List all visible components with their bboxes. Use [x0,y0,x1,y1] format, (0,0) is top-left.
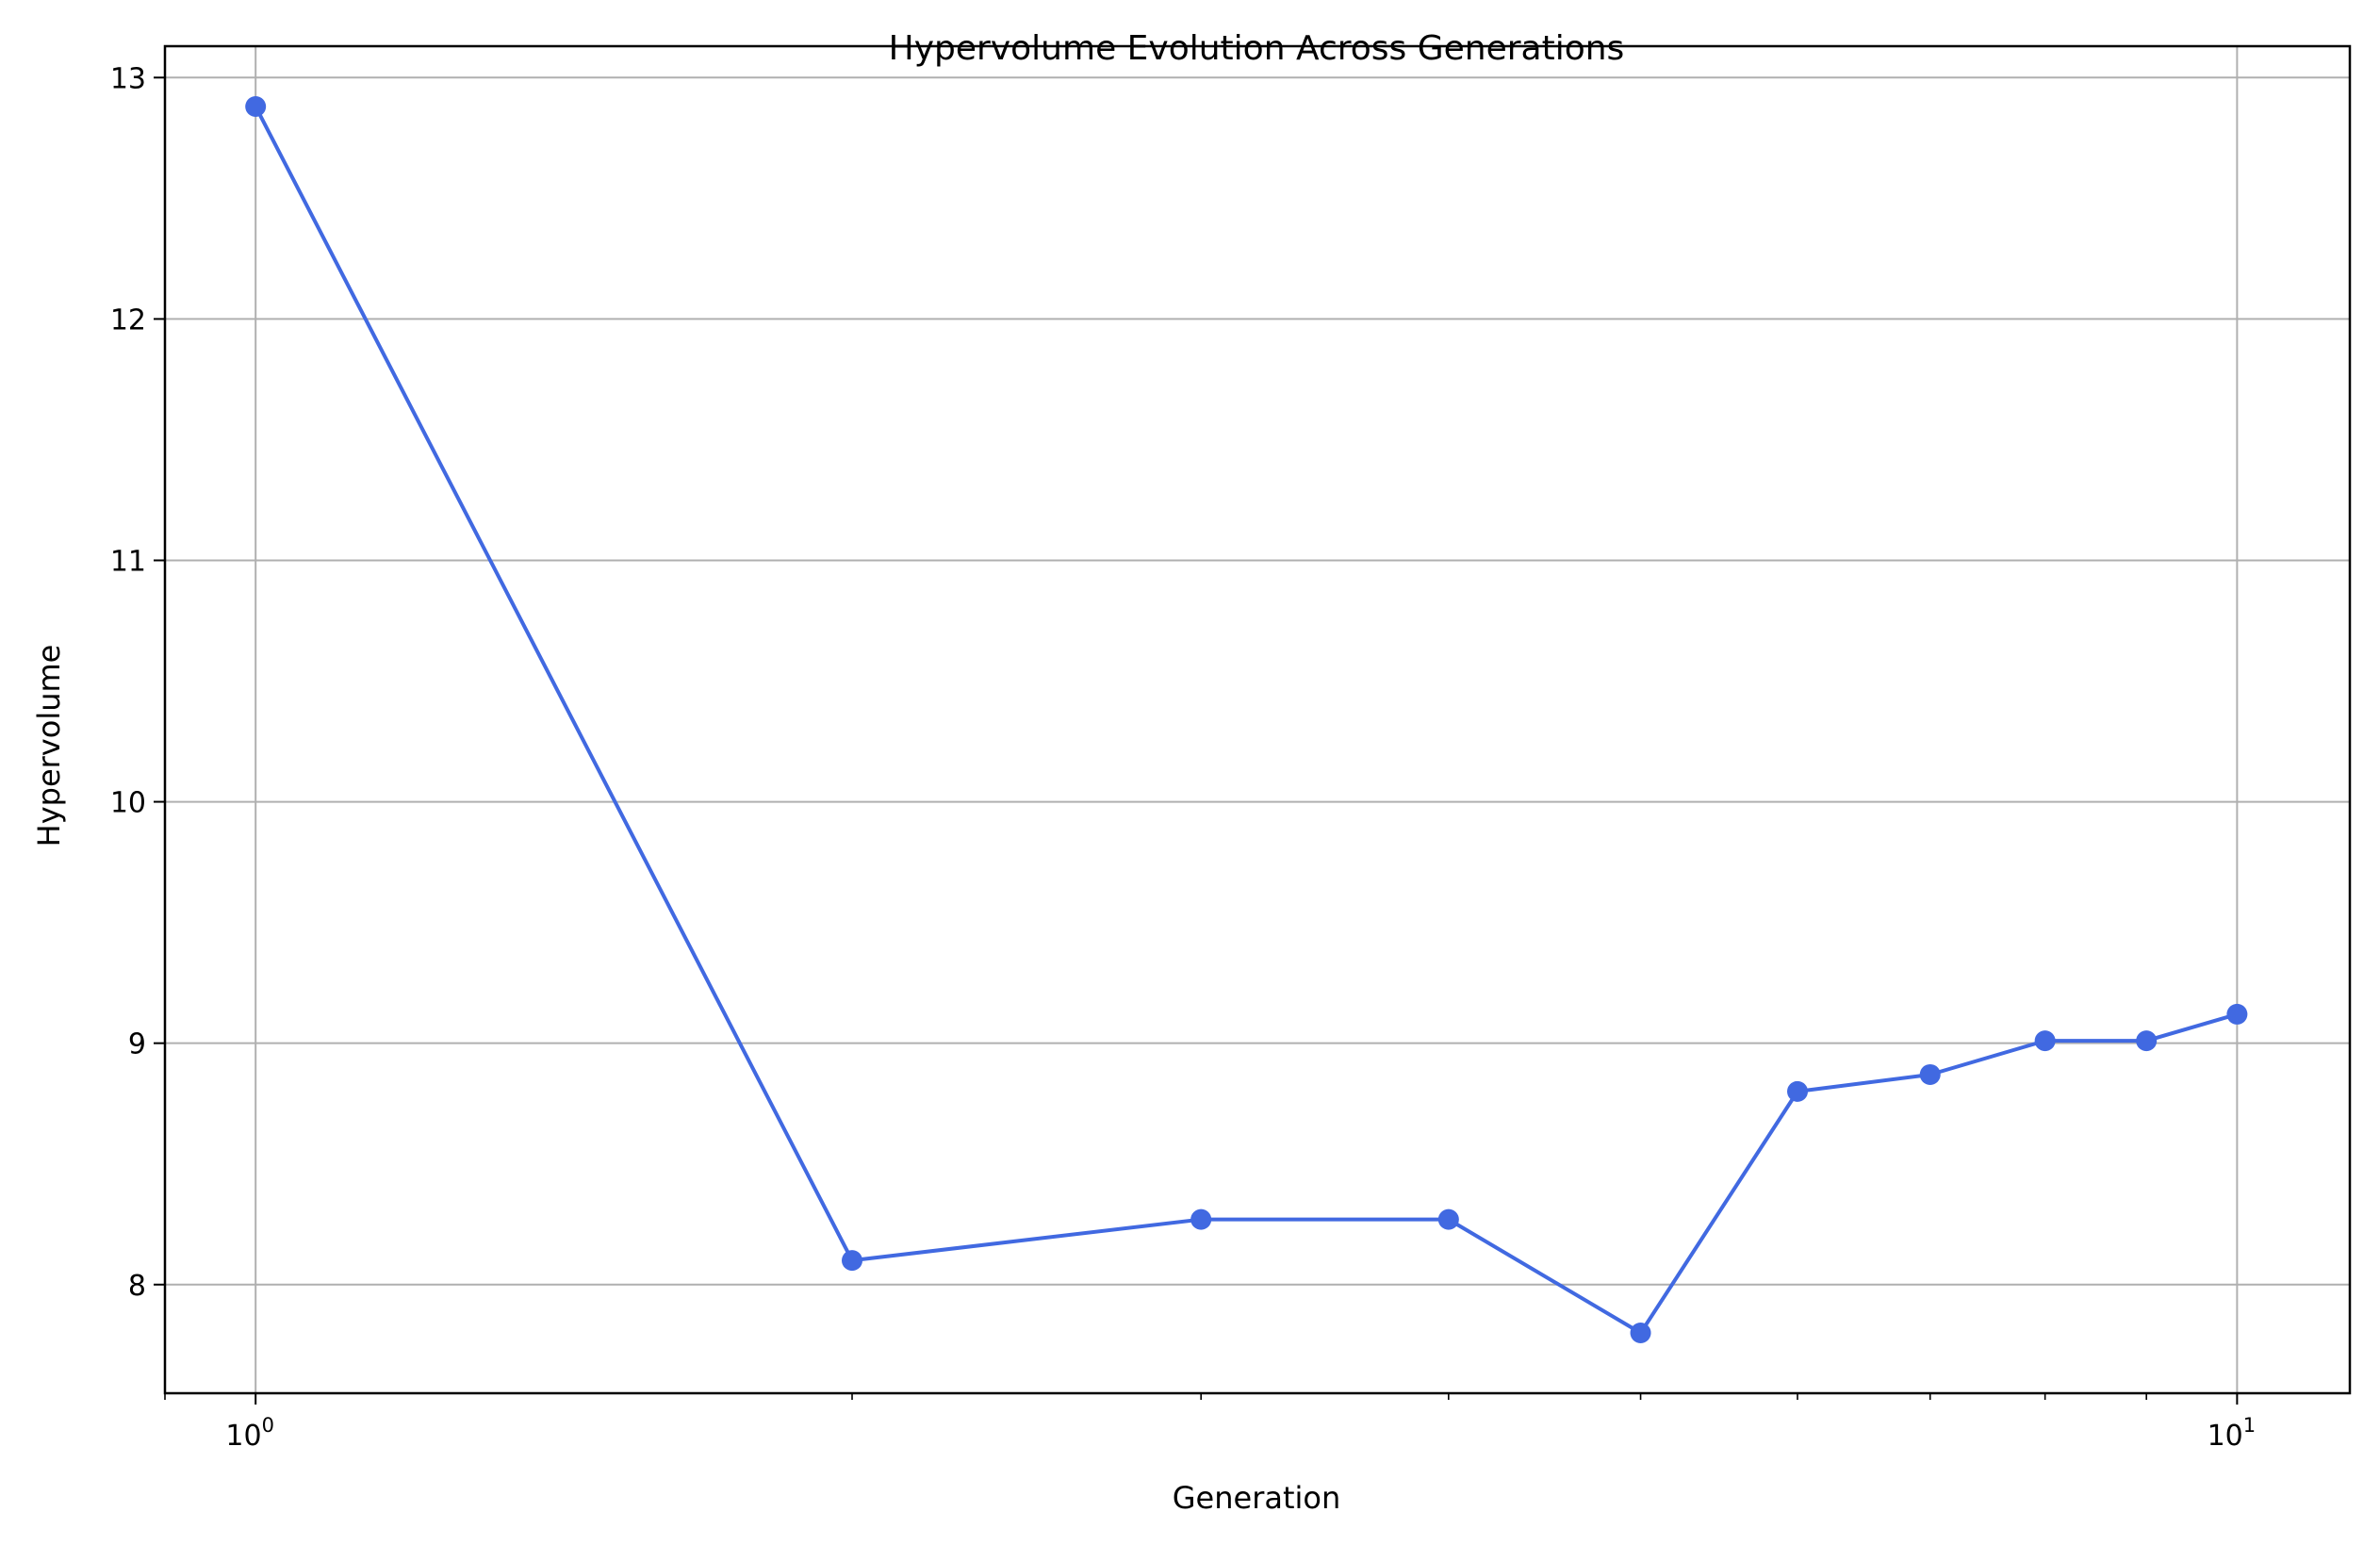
data-point [1437,1208,1459,1230]
x-tick-label: 100 [225,1414,274,1453]
y-tick-label: 11 [110,545,146,578]
x-tick-label: 101 [2208,1414,2257,1453]
y-tick-label: 13 [110,62,146,95]
plot-frame [163,44,2352,1395]
series-line [254,106,2238,1335]
data-point [2034,1030,2056,1052]
data-point [1190,1208,1212,1230]
grid [165,46,2350,1393]
y-tick-label: 10 [110,787,146,820]
series-layer [245,96,2248,1343]
y-tick-label: 12 [110,304,146,337]
data-point [1919,1063,1941,1085]
y-tick-label: 8 [128,1270,146,1303]
y-tick-label: 9 [128,1028,146,1061]
chart-title: Hypervolume Evolution Across Generations [889,29,1625,68]
data-point [1630,1322,1651,1343]
data-point [2136,1030,2158,1052]
y-axis-label: Hypervolume [31,645,67,847]
axis-ticks: 8 9 10 11 12 13 100 101 [110,62,2256,1453]
data-point [842,1250,863,1272]
data-point [2226,1003,2248,1025]
data-point [245,96,267,118]
data-point [1787,1080,1809,1102]
x-axis-label: Generation [1173,1480,1341,1516]
